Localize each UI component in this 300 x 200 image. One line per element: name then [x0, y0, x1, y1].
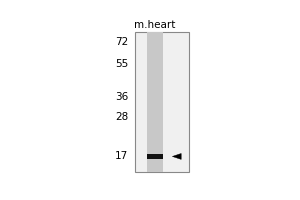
Text: 72: 72 [115, 37, 128, 47]
Text: m.heart: m.heart [134, 20, 175, 30]
Text: 17: 17 [115, 151, 128, 161]
Text: 55: 55 [115, 59, 128, 69]
Bar [147, 154, 163, 159]
Polygon shape [172, 153, 181, 159]
Bar [147, 32, 163, 172]
Text: 28: 28 [115, 112, 128, 122]
Text: 36: 36 [115, 92, 128, 102]
Bar [135, 32, 189, 172]
